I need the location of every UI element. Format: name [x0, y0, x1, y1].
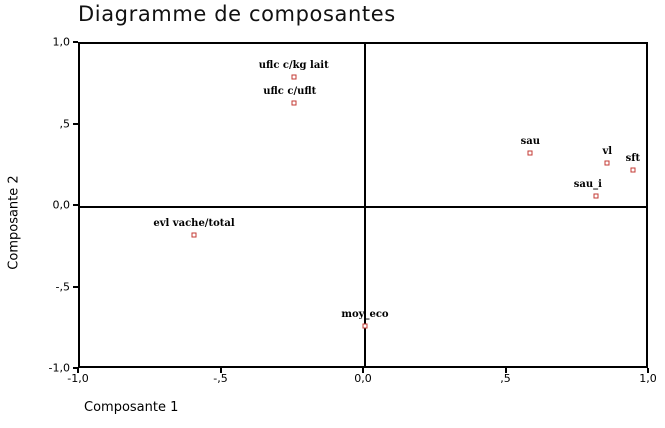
y-axis-tick	[73, 367, 78, 369]
y-axis-tick	[73, 41, 78, 43]
y-axis-tick	[73, 285, 78, 288]
zero-line-horizontal	[80, 206, 646, 208]
x-axis-tick-label: 1,0	[639, 372, 657, 385]
y-axis-tick-label: 0,0	[52, 198, 71, 212]
data-point-label: sau	[520, 136, 540, 148]
x-axis-tick	[77, 368, 79, 373]
data-point-marker	[191, 232, 197, 238]
data-point-label: uflc c/uflt	[263, 85, 317, 97]
data-point-marker	[291, 74, 297, 80]
chart-title: Diagramme de composantes	[78, 2, 396, 26]
x-axis-tick	[219, 368, 222, 373]
data-point-marker	[593, 193, 599, 199]
data-point-label: vl	[602, 145, 613, 157]
x-axis-tick	[647, 368, 649, 373]
x-axis-tick-label: -,5	[213, 372, 228, 385]
x-axis-tick-label: -1,0	[67, 372, 89, 385]
x-axis-title: Composante 1	[84, 400, 179, 415]
data-point-marker	[291, 100, 297, 106]
y-axis-title: Composante 2	[6, 175, 22, 270]
data-point-marker	[604, 160, 610, 166]
x-axis-tick	[362, 368, 364, 373]
data-point-label: uflc c/kg lait	[258, 59, 329, 71]
x-axis-tick	[504, 368, 507, 373]
data-point-label: sft	[625, 152, 641, 164]
data-point-marker	[630, 167, 636, 172]
data-point-label: sau_i	[573, 178, 602, 190]
y-axis-tick-label: -,5	[55, 280, 70, 293]
x-axis-tick-label: 0,0	[354, 372, 372, 385]
x-axis-tick-label: ,5	[500, 372, 511, 385]
zero-line-vertical	[364, 44, 366, 366]
y-axis-tick-label: -1,0	[48, 361, 70, 375]
y-axis-tick	[73, 122, 78, 125]
y-axis-tick-label: 1,0	[52, 35, 71, 49]
data-point-label: moy_eco	[341, 308, 389, 320]
data-point-marker	[527, 150, 533, 156]
data-point-marker	[362, 323, 368, 329]
y-axis-tick	[73, 204, 78, 206]
data-point-label: evl vache/total	[153, 217, 235, 229]
y-axis-tick-label: ,5	[59, 117, 71, 130]
